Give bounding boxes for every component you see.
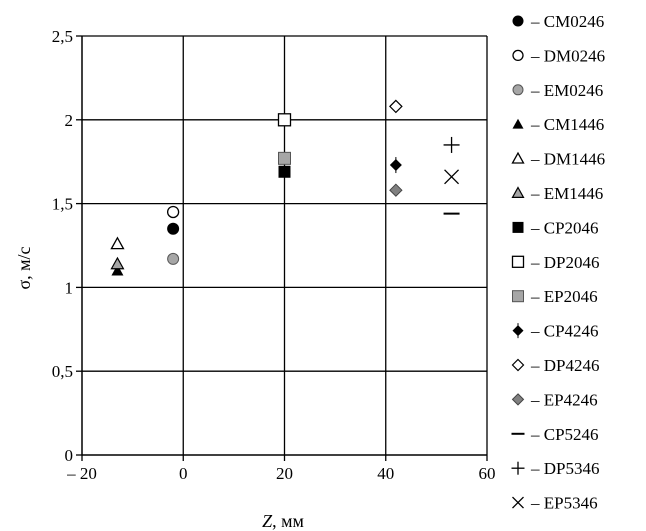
point-dm0246 [166, 205, 180, 219]
axes [76, 35, 488, 461]
y-tick-label: 2 [65, 111, 74, 130]
y-tick-label: 0,5 [52, 362, 73, 381]
legend-marker [512, 84, 524, 96]
legend-label: – DM1446 [530, 150, 605, 169]
y-tick-label: 2,5 [52, 27, 73, 46]
point-dm1446 [110, 236, 125, 250]
x-axis-label-var: Z [262, 511, 273, 531]
legend-item-cp2046: – CP2046 [512, 218, 599, 237]
legend-label: – DP2046 [530, 253, 599, 272]
legend: – CM0246 – DM0246 – EM0246 – CM1446 – DM1446… [511, 12, 605, 513]
legend-item-ep5346: – EP5346 [512, 494, 598, 513]
legend-marker [511, 255, 525, 268]
y-tick-label: 1 [65, 278, 74, 297]
point-dp4246 [389, 99, 403, 114]
point-cp2046 [278, 165, 291, 178]
legend-item-dm1446: – DM1446 [511, 150, 605, 169]
legend-marker [512, 290, 524, 303]
legend-marker [511, 151, 525, 164]
point-dp5346 [443, 136, 460, 153]
legend-marker [511, 461, 525, 475]
point-em1446 [110, 256, 125, 270]
legend-marker [512, 221, 524, 233]
legend-marker [511, 358, 525, 372]
x-tick-label: 40 [377, 464, 394, 483]
legend-label: – CP5246 [530, 425, 599, 444]
legend-label: – DP5346 [530, 459, 599, 478]
legend-marker [512, 15, 524, 27]
legend-label: – CM0246 [530, 12, 604, 31]
legend-label: – CP2046 [530, 218, 599, 237]
point-cm0246 [167, 222, 180, 235]
legend-label: – CP4246 [530, 322, 599, 341]
legend-item-cm0246: – CM0246 [512, 12, 604, 31]
x-tick-label: 20 [276, 464, 293, 483]
legend-marker [511, 186, 525, 198]
data-points [110, 99, 460, 276]
legend-item-ep4246: – EP4246 [511, 390, 598, 409]
point-ep2046 [278, 151, 291, 165]
y-axis-label: σ, м/с [14, 246, 34, 289]
tick-labels: 00,511,522,5– 20 0 20 40 60 [52, 27, 496, 483]
grid [82, 35, 488, 455]
legend-item-ep2046: – EP2046 [512, 287, 598, 306]
legend-item-em1446: – EM1446 [511, 184, 603, 203]
legend-label: – CM1446 [530, 115, 604, 134]
legend-item-cp5246: – CP5246 [511, 425, 599, 444]
legend-label: – EP5346 [530, 494, 598, 513]
x-tick-label: 0 [179, 464, 188, 483]
x-tick-label: – 20 [66, 464, 97, 483]
legend-item-cm1446: – CM1446 [512, 115, 604, 134]
legend-marker [512, 49, 524, 62]
point-cp4246 [389, 157, 402, 174]
y-tick-label: 1,5 [52, 195, 73, 214]
legend-marker [512, 323, 524, 339]
point-cm1446 [111, 264, 124, 276]
legend-label: – EP4246 [530, 390, 598, 409]
point-ep4246 [389, 183, 403, 197]
legend-item-em0246: – EM0246 [512, 81, 603, 100]
legend-label: – DM0246 [530, 46, 605, 65]
legend-item-dm0246: – DM0246 [512, 46, 605, 65]
point-dp2046 [277, 113, 292, 127]
point-ep5346 [444, 169, 460, 185]
x-axis-label: Z, мм [262, 511, 304, 531]
legend-marker [512, 496, 524, 509]
x-axis-label-unit: , мм [272, 511, 304, 531]
legend-item-dp2046: – DP2046 [511, 253, 599, 272]
legend-label: – EM0246 [530, 81, 603, 100]
legend-item-dp4246: – DP4246 [511, 356, 599, 375]
point-em0246 [167, 252, 180, 265]
x-tick-label: 60 [479, 464, 496, 483]
legend-marker [512, 118, 524, 129]
legend-item-cp4246: – CP4246 [512, 322, 599, 341]
y-tick-label: 0 [65, 446, 74, 465]
legend-marker [511, 393, 525, 406]
legend-item-dp5346: – DP5346 [511, 459, 599, 478]
legend-label: – DP4246 [530, 356, 599, 375]
legend-label: – EM1446 [530, 184, 603, 203]
legend-label: – EP2046 [530, 287, 598, 306]
